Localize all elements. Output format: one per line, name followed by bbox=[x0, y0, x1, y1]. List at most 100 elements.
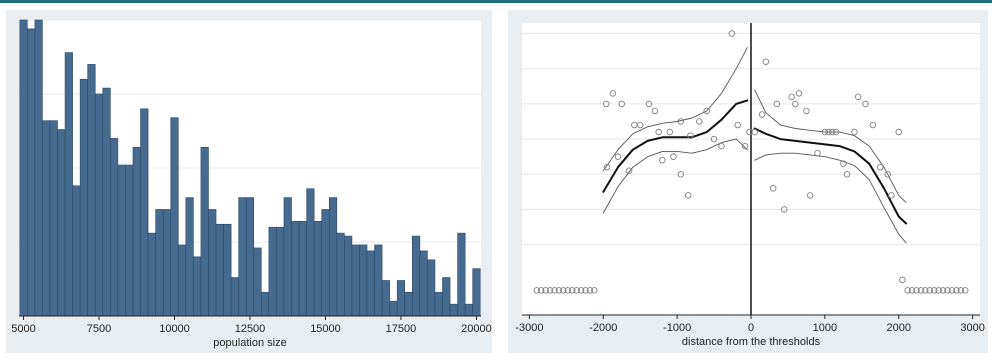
x-axis-label: population size bbox=[213, 337, 286, 349]
scatter-point bbox=[582, 287, 589, 294]
scatter-point bbox=[659, 156, 666, 164]
x-axis-label: distance from the thresholds bbox=[682, 336, 821, 348]
x-tick-label: 17500 bbox=[386, 323, 417, 335]
histogram-panel: 5000 7500 10000 12500 15000 17500 20000 populat… bbox=[6, 10, 492, 353]
x-tick-label: -1000 bbox=[663, 322, 691, 334]
x-tick-label: -2000 bbox=[589, 322, 617, 334]
ci-right-lower-line bbox=[754, 152, 907, 244]
fit-left-line bbox=[602, 99, 749, 193]
scatter-point bbox=[769, 185, 777, 192]
scatter-point bbox=[829, 128, 836, 136]
scatter-point bbox=[564, 287, 572, 294]
scatter-point bbox=[908, 287, 916, 294]
histogram-bar bbox=[27, 28, 36, 317]
scatter-point bbox=[651, 107, 659, 115]
histogram-bar bbox=[162, 209, 172, 317]
histogram-bar bbox=[215, 223, 224, 317]
histogram-bar bbox=[291, 220, 300, 317]
histogram-bar bbox=[306, 188, 315, 317]
histogram-bar bbox=[298, 220, 307, 317]
histogram-bar bbox=[396, 280, 406, 317]
x-tick-label: 0 bbox=[748, 322, 754, 334]
top-rule bbox=[0, 0, 992, 3]
scatter-point bbox=[551, 287, 558, 294]
histogram-bar bbox=[321, 209, 330, 317]
histogram-bar bbox=[200, 146, 209, 317]
scatter-point bbox=[670, 153, 677, 160]
histogram-bar bbox=[230, 277, 239, 317]
scatter-point bbox=[533, 287, 541, 294]
scatter-point bbox=[854, 93, 862, 101]
histogram-bar bbox=[351, 244, 360, 317]
histogram-bar bbox=[64, 52, 73, 317]
scatter-point bbox=[577, 287, 585, 294]
scatter-point bbox=[603, 163, 611, 171]
histogram-bar bbox=[419, 250, 428, 317]
histogram-bar bbox=[464, 303, 473, 317]
scatter-point bbox=[555, 287, 563, 294]
scatter-point bbox=[696, 118, 703, 125]
scatter-point bbox=[568, 287, 576, 294]
scatter-point bbox=[961, 287, 969, 294]
histogram-bar bbox=[283, 197, 292, 317]
scatter-point bbox=[806, 192, 814, 199]
scatter-point bbox=[935, 287, 942, 294]
scatter-point bbox=[814, 149, 821, 157]
histogram-bar bbox=[79, 78, 88, 317]
histogram-bar bbox=[125, 164, 134, 317]
histogram-bar bbox=[276, 226, 285, 317]
histogram-bar bbox=[442, 277, 451, 317]
scatter-point bbox=[904, 287, 911, 294]
histogram-bar bbox=[359, 244, 368, 317]
scatter-point bbox=[884, 171, 891, 178]
scatter-point bbox=[780, 206, 788, 213]
histogram-bar bbox=[434, 292, 443, 317]
histogram-bar bbox=[412, 235, 421, 317]
scatter-point bbox=[677, 171, 685, 178]
scatter-point bbox=[625, 167, 633, 175]
scatter-panel: -3000 -2000 -1000 0 1000 2000 3000 distance fro… bbox=[508, 10, 988, 353]
scatter-point bbox=[913, 287, 920, 294]
histogram-bar bbox=[19, 19, 28, 317]
scatter-point bbox=[614, 153, 622, 160]
histogram-bar bbox=[449, 303, 458, 317]
histogram-bar bbox=[57, 129, 66, 317]
x-tick-label: 12500 bbox=[235, 323, 266, 335]
scatter-point bbox=[546, 287, 554, 294]
fit-right-line bbox=[753, 127, 908, 225]
histogram-bar bbox=[404, 292, 413, 317]
scatter-point bbox=[922, 287, 929, 294]
histogram-bar bbox=[147, 232, 156, 317]
scatter-point bbox=[591, 287, 598, 294]
scatter-point bbox=[703, 107, 710, 115]
histogram-bar bbox=[238, 197, 247, 317]
histogram-bar bbox=[87, 64, 96, 317]
scatter-point bbox=[862, 100, 869, 108]
histogram-bar bbox=[193, 256, 202, 317]
scatter-point bbox=[645, 100, 653, 108]
histogram-bar bbox=[374, 244, 383, 317]
x-tick-label: 3000 bbox=[960, 322, 984, 334]
histogram-bar bbox=[344, 235, 353, 317]
scatter-point bbox=[840, 160, 847, 167]
scatter-point bbox=[795, 90, 803, 97]
x-tick-label: 7500 bbox=[87, 323, 111, 335]
scatter-point bbox=[930, 287, 938, 294]
scatter-point bbox=[537, 287, 545, 294]
histogram-bar bbox=[472, 268, 481, 317]
scatter-point bbox=[843, 171, 851, 178]
histogram-bar bbox=[155, 209, 164, 317]
scatter-point bbox=[773, 100, 781, 108]
scatter-point bbox=[636, 121, 644, 129]
x-tick-label: 10000 bbox=[159, 323, 190, 335]
scatter-point bbox=[869, 121, 877, 129]
histogram-bar bbox=[49, 120, 58, 317]
scatter-point bbox=[948, 287, 956, 294]
scatter-point bbox=[741, 142, 749, 150]
scatter-point bbox=[734, 121, 741, 129]
scatter-point bbox=[758, 111, 766, 118]
scatter-point bbox=[899, 276, 906, 284]
scatter-point bbox=[542, 287, 549, 294]
x-tick-label: 20000 bbox=[461, 323, 492, 335]
histogram-bar bbox=[313, 220, 323, 317]
